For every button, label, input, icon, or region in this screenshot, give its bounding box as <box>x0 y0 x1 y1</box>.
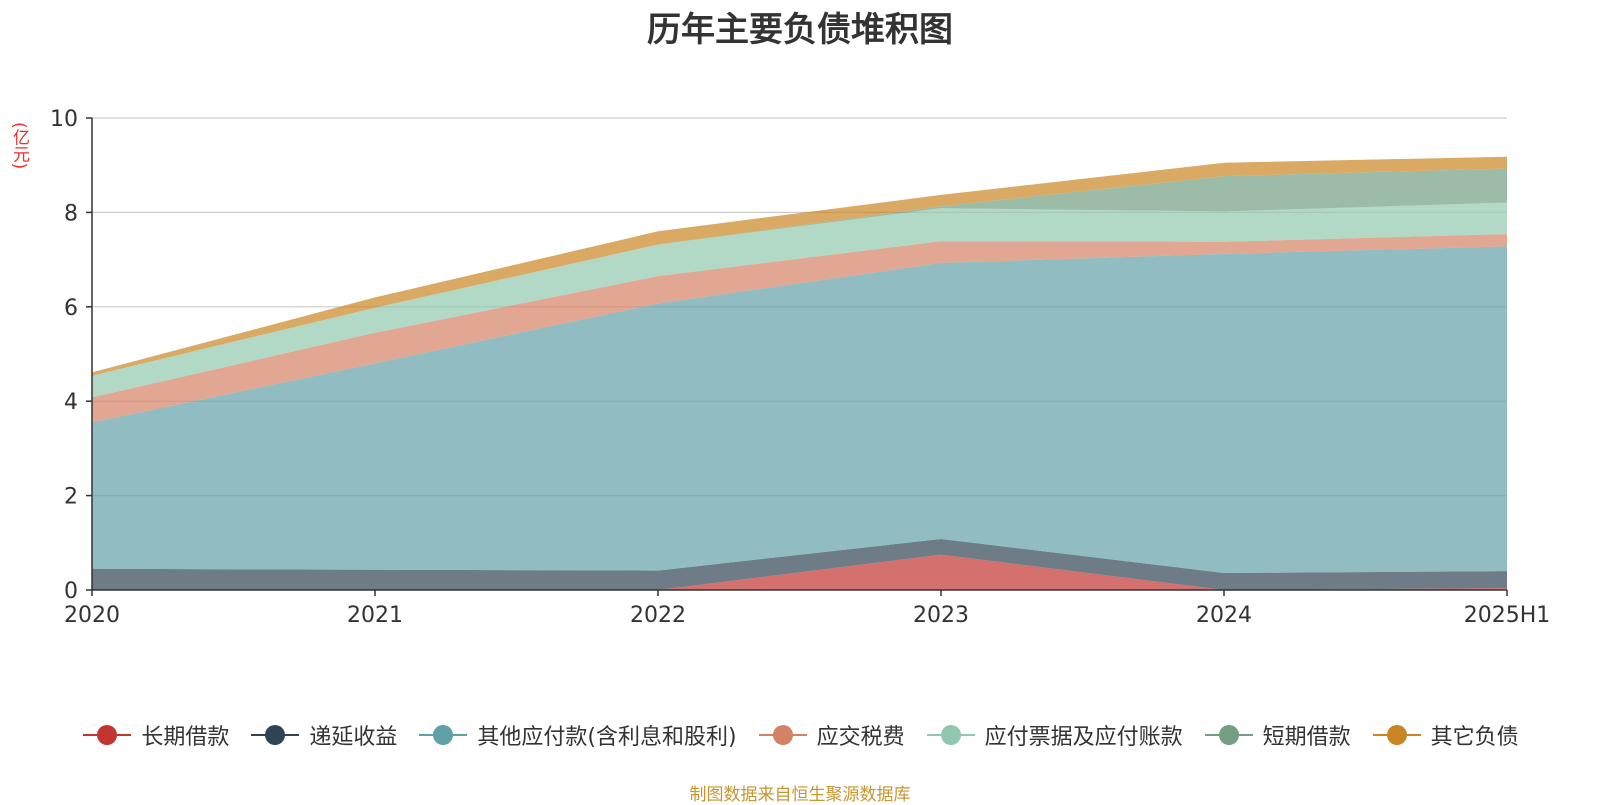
y-axis-unit-label: (亿元) <box>9 122 29 170</box>
legend-marker-icon <box>926 725 975 745</box>
area-series-layer <box>92 156 1507 590</box>
area-series-4 <box>92 202 1507 398</box>
legend-item[interactable]: 应交税费 <box>757 719 905 751</box>
x-tick-label: 2023 <box>913 603 969 628</box>
area-series-3 <box>92 234 1507 423</box>
legend-marker-dot <box>265 725 286 745</box>
chart-title: 历年主要负债堆积图 <box>647 10 953 50</box>
legend-item[interactable]: 递延收益 <box>249 719 397 751</box>
legend-marker-icon <box>758 725 807 745</box>
x-tick-label: 2022 <box>630 603 686 628</box>
legend-marker-icon <box>1372 725 1421 745</box>
legend-label: 短期借款 <box>1262 725 1351 750</box>
legend-item[interactable]: 应付票据及应付账款 <box>925 719 1183 751</box>
x-tick-label: 2025H1 <box>1464 603 1551 628</box>
legend-marker-icon <box>251 725 300 745</box>
legend-label: 其它负债 <box>1430 725 1519 750</box>
y-tick-label: 2 <box>64 485 78 510</box>
legend-marker-icon <box>83 725 132 745</box>
legend-label: 长期借款 <box>141 725 230 750</box>
legend-marker-dot <box>1386 725 1407 745</box>
legend-label: 应付票据及应付账款 <box>984 725 1183 750</box>
legend-label: 其他应付款(含利息和股利) <box>477 725 737 750</box>
area-series-1 <box>92 539 1507 590</box>
legend-marker-dot <box>772 725 793 745</box>
legend-label: 应交税费 <box>816 725 905 750</box>
y-tick-label: 0 <box>64 579 78 604</box>
legend-item[interactable]: 其它负债 <box>1371 719 1519 751</box>
legend-marker-icon <box>419 725 468 745</box>
y-tick-label: 4 <box>64 390 78 415</box>
legend-item[interactable]: 短期借款 <box>1203 719 1351 751</box>
legend-marker-dot <box>1218 725 1239 745</box>
legend-marker-dot <box>97 725 118 745</box>
source-note: 制图数据来自恒生聚源数据库 <box>689 785 911 805</box>
area-series-5 <box>92 168 1507 376</box>
x-tick-label: 2020 <box>64 603 120 628</box>
area-series-2 <box>92 246 1507 573</box>
y-tick-label: 8 <box>64 201 78 226</box>
axes: 0 2 4 6 8 10 2020 2021 2022 2023 2024 2025H1 <box>50 107 1550 628</box>
legend-marker-dot <box>433 725 454 745</box>
legend-item[interactable]: 其他应付款(含利息和股利) <box>417 719 737 751</box>
y-tick-label: 6 <box>64 296 78 321</box>
legend: 长期借款 递延收益 其他应付款(含利息和股利) 应交税费 应付票据及应付账款 短期借款 其它… <box>0 718 1600 752</box>
x-tick-label: 2021 <box>347 603 403 628</box>
x-tick-label: 2024 <box>1196 603 1252 628</box>
legend-marker-dot <box>940 725 961 745</box>
legend-label: 递延收益 <box>309 725 398 750</box>
y-tick-label: 10 <box>50 107 78 132</box>
legend-item[interactable]: 长期借款 <box>81 719 229 751</box>
legend-marker-icon <box>1204 725 1253 745</box>
